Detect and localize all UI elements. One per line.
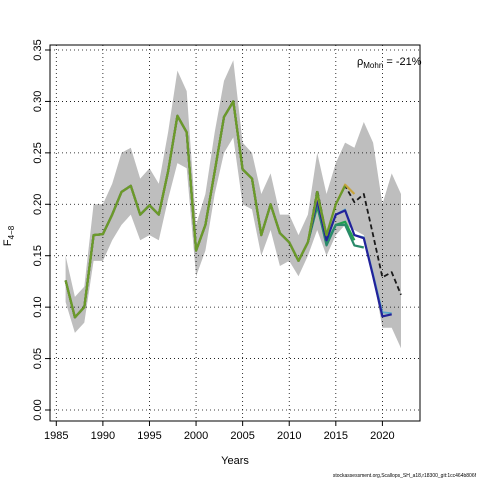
confidence-band-layer xyxy=(65,60,401,349)
x-axis: 1985 1990 1995 2000 2005 2010 2015 2020 xyxy=(44,421,395,442)
mohn-rho-value: = -21% xyxy=(383,56,421,68)
x-tick-label: 1995 xyxy=(137,430,161,442)
y-axis-label-text: F4−8 xyxy=(2,225,16,246)
x-tick-label: 2000 xyxy=(184,430,208,442)
y-tick-label: 0.15 xyxy=(32,245,44,266)
mohn-rho-annotation: ρMohn = -21% xyxy=(357,56,422,70)
grid-layer xyxy=(50,45,420,421)
x-axis-label: Years xyxy=(221,455,249,467)
x-tick-label: 2015 xyxy=(324,430,348,442)
mohn-rho-symbol: ρ xyxy=(357,56,363,68)
y-tick-label: 0.25 xyxy=(32,142,44,163)
y-tick-label: 0.10 xyxy=(32,296,44,317)
plot-frame xyxy=(49,44,421,422)
x-tick-label: 2010 xyxy=(277,430,301,442)
footer-credit: stockassessment.org,Scallops_SH_a18,r183… xyxy=(333,473,477,479)
series-layer xyxy=(64,100,402,319)
x-tick-label: 1990 xyxy=(91,430,115,442)
y-tick-label: 0.05 xyxy=(32,348,44,369)
y-axis-label-sub: 4−8 xyxy=(7,225,16,239)
y-tick-label: 0.00 xyxy=(32,399,44,420)
y-axis-label: F4−8 xyxy=(2,225,16,246)
x-tick-label: 2020 xyxy=(370,430,394,442)
y-tick-label: 0.35 xyxy=(32,39,44,60)
y-tick-label: 0.20 xyxy=(32,194,44,215)
x-tick-label: 2005 xyxy=(230,430,254,442)
y-tick-label: 0.30 xyxy=(32,91,44,112)
y-axis-label-main: F xyxy=(2,239,14,246)
series-common xyxy=(64,100,347,319)
y-axis: 0.00 0.05 0.10 0.15 0.20 0.25 0.30 0.35 xyxy=(32,39,50,421)
confidence-band xyxy=(65,60,401,349)
x-tick-label: 1985 xyxy=(44,430,68,442)
mohn-rho-sub: Mohn xyxy=(363,61,383,70)
